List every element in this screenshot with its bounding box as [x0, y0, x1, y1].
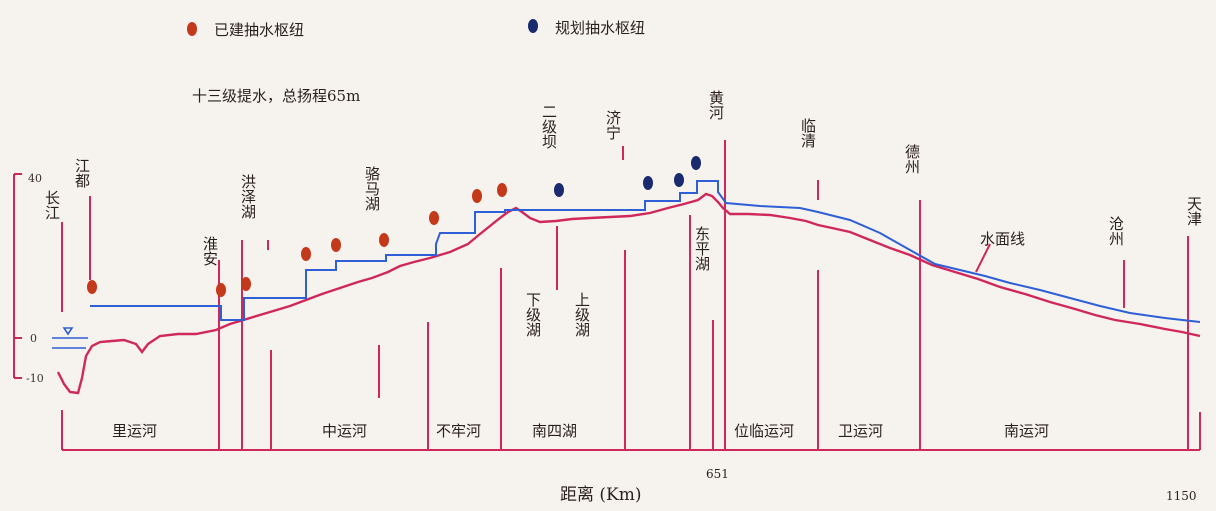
section-label-liyunhe: 里运河 — [112, 422, 157, 440]
place-label-changjiang: 长江 — [43, 190, 61, 220]
legend-built-label: 已建抽水枢纽 — [214, 21, 304, 39]
built-pump-station-icon — [301, 247, 311, 261]
section-label-weiyunhe: 卫运河 — [838, 422, 883, 440]
built-pump-station-legend-icon — [187, 22, 197, 36]
section-label-weilinyunhe: 位临运河 — [734, 422, 794, 440]
planned-pump-station-icon — [554, 183, 564, 197]
built-pump-stations — [87, 183, 507, 297]
distance-mark-651: 651 — [706, 467, 729, 481]
x-axis-title: 距离 (Km) — [560, 485, 642, 505]
built-pump-station-icon — [472, 189, 482, 203]
built-pump-station-icon — [379, 233, 389, 247]
stub-lines — [52, 212, 476, 349]
y-tick-minus10: -10 — [26, 372, 44, 385]
place-label-dezhou: 德州 — [903, 143, 921, 174]
built-pump-station-icon — [241, 277, 251, 291]
water-line-pointer — [975, 243, 991, 273]
y-tick-40: 40 — [28, 172, 42, 185]
y-tick-0: 0 — [30, 332, 37, 345]
water-line-label: 水面线 — [980, 230, 1025, 248]
built-pump-station-icon — [497, 183, 507, 197]
place-label-dongpinghu: 东平湖 — [693, 226, 711, 272]
section-bracket — [61, 410, 1201, 451]
section-label-zhongyunhe: 中运河 — [322, 422, 367, 440]
place-label-shangjihu: 上级湖 — [573, 292, 591, 338]
planned-pump-station-icon — [674, 173, 684, 187]
section-label-nanyunhe: 南运河 — [1004, 422, 1049, 440]
y-axis — [13, 173, 22, 379]
distance-mark-1150: 1150 — [1166, 489, 1197, 503]
planned-pump-station-legend-icon — [528, 19, 538, 33]
place-label-huaian: 淮安 — [201, 236, 219, 266]
built-pump-station-icon — [216, 283, 226, 297]
place-label-linqing: 临清 — [799, 118, 817, 149]
section-labels: 里运河 中运河 不牢河 南四湖 位临运河 卫运河 南运河 — [112, 422, 1049, 440]
lift-caption: 十三级提水，总扬程65m — [192, 87, 360, 105]
place-label-luomahu: 骆马湖 — [363, 166, 381, 212]
place-label-xiajihu: 下级湖 — [524, 292, 542, 338]
planned-pump-stations — [554, 156, 701, 197]
place-label-huanghe: 黄河 — [707, 90, 725, 120]
legend: 已建抽水枢纽 规划抽水枢纽 — [187, 19, 645, 39]
riverbed-ground-line — [56, 192, 1201, 395]
legend-planned-label: 规划抽水枢纽 — [555, 19, 645, 37]
station-lines — [61, 140, 1189, 450]
place-label-jiangdu: 江都 — [73, 158, 91, 188]
built-pump-station-icon — [429, 211, 439, 225]
section-label-bulaohe: 不牢河 — [436, 422, 481, 440]
place-label-hongzehu: 洪泽湖 — [239, 174, 257, 220]
place-label-erjiba: 二级坝 — [540, 104, 558, 149]
built-pump-station-icon — [331, 238, 341, 252]
water-surface-line — [90, 180, 1201, 323]
built-pump-station-icon — [87, 280, 97, 294]
section-label-nansihu: 南四湖 — [532, 422, 577, 440]
planned-pump-station-icon — [691, 156, 701, 170]
place-labels: 长江 江都 淮安 洪泽湖 骆马湖 二级坝 济宁 下级湖 上级湖 黄河 东平湖 临… — [43, 90, 1203, 338]
place-label-tianjin: 天津 — [1185, 196, 1203, 226]
water-level-symbol — [52, 327, 88, 339]
planned-pump-station-icon — [643, 176, 653, 190]
place-label-jining: 济宁 — [604, 110, 622, 140]
place-label-cangzhou: 沧州 — [1107, 216, 1125, 246]
